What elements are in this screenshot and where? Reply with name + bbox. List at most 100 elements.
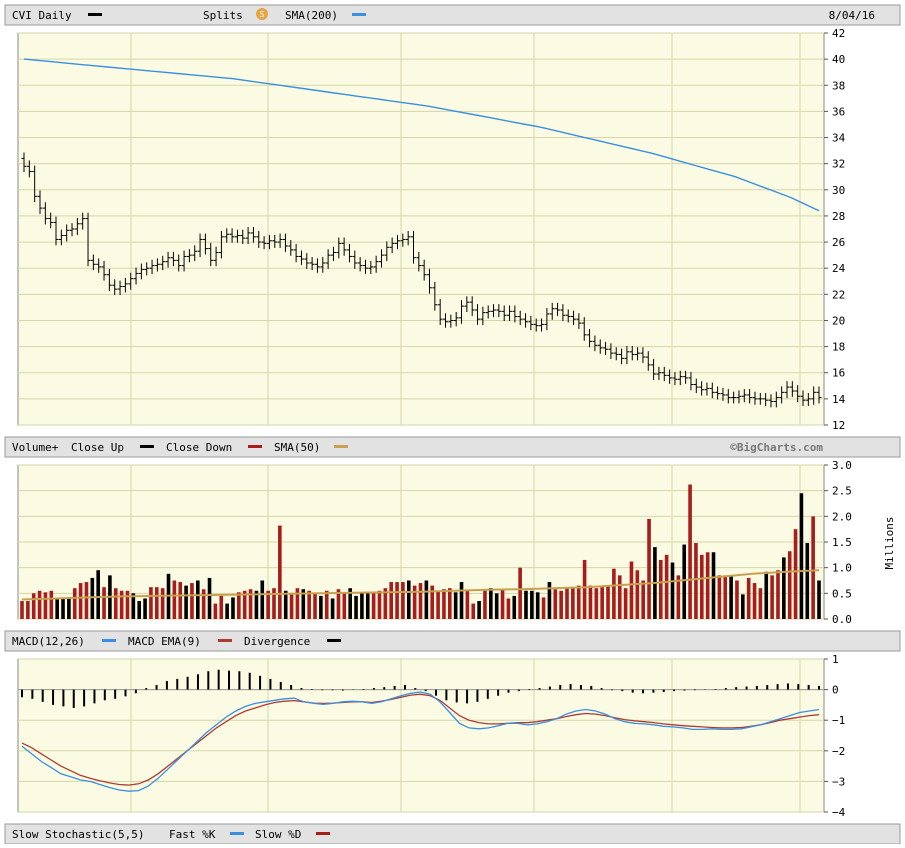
macd-ytick-label: −3 bbox=[832, 775, 845, 788]
volume-bar-down bbox=[553, 589, 558, 619]
close-up-label: Close Up bbox=[71, 441, 124, 454]
price-ytick-label: 22 bbox=[832, 288, 845, 301]
vol-sma-legend-swatch bbox=[334, 445, 348, 448]
volume-bar-down bbox=[154, 587, 159, 619]
volume-bar-down bbox=[576, 585, 581, 619]
volume-header-bar bbox=[4, 436, 901, 458]
price-ytick-label: 20 bbox=[832, 314, 845, 327]
splits-label: Splits bbox=[203, 9, 243, 22]
volume-bar-down bbox=[84, 582, 89, 619]
volume-bar-down bbox=[383, 588, 388, 619]
price-ytick-label: 40 bbox=[832, 53, 845, 66]
macd-ema-legend-swatch bbox=[218, 639, 232, 642]
volume-ytick-label: 1.5 bbox=[832, 536, 852, 549]
volume-bar-down bbox=[190, 583, 194, 619]
volume-bar-up bbox=[424, 580, 429, 619]
volume-bar-down bbox=[342, 592, 347, 619]
volume-bar-down bbox=[43, 592, 48, 619]
price-ytick-label: 36 bbox=[832, 105, 845, 118]
volume-bar-up bbox=[741, 594, 745, 619]
macd-ytick-label: 0 bbox=[832, 684, 839, 697]
volume-bar-down bbox=[289, 593, 294, 619]
bigcharts-credit[interactable]: ©BigCharts.com bbox=[730, 441, 823, 454]
volume-bar-down bbox=[483, 590, 487, 619]
price-header-bar bbox=[4, 4, 901, 26]
volume-bar-down bbox=[125, 590, 130, 619]
price-ytick-label: 26 bbox=[832, 236, 845, 249]
volume-bar-down bbox=[518, 567, 522, 619]
volume-bar-down bbox=[699, 554, 704, 619]
volume-bar-down bbox=[395, 582, 399, 619]
volume-bar-down bbox=[606, 585, 610, 619]
volume-bar-down bbox=[694, 543, 698, 619]
volume-bar-down bbox=[78, 583, 83, 619]
volume-bar-down bbox=[623, 588, 628, 619]
volume-bar-up bbox=[319, 595, 323, 619]
price-ytick-label: 38 bbox=[832, 79, 845, 92]
volume-bar-down bbox=[324, 590, 329, 619]
macd-ytick-label: 1 bbox=[832, 653, 839, 666]
vol-sma-label: SMA(50) bbox=[274, 441, 320, 454]
volume-bar-down bbox=[295, 588, 300, 619]
volume-bar-up bbox=[196, 580, 200, 619]
macd-ytick-label: −4 bbox=[832, 806, 846, 819]
splits-badge-icon[interactable] bbox=[256, 8, 268, 20]
volume-ytick-label: 2.0 bbox=[832, 510, 852, 523]
volume-bar-up bbox=[330, 598, 335, 619]
volume-bar-down bbox=[617, 575, 622, 619]
volume-bar-down bbox=[664, 554, 669, 619]
volume-bar-up bbox=[96, 570, 100, 619]
volume-bar-up bbox=[137, 601, 142, 619]
divergence-label: Divergence bbox=[244, 635, 310, 648]
splits-badge-letter: S bbox=[260, 10, 265, 19]
volume-bar-up bbox=[524, 590, 528, 619]
volume-bar-down bbox=[418, 583, 423, 619]
volume-bar-up bbox=[477, 601, 481, 619]
volume-bar-down bbox=[571, 587, 575, 619]
volume-ytick-label: 1.0 bbox=[832, 562, 852, 575]
price-background bbox=[17, 32, 825, 426]
volume-bar-down bbox=[705, 552, 710, 619]
volume-bar-down bbox=[588, 585, 593, 619]
fast-k-label: Fast %K bbox=[169, 828, 216, 841]
volume-bar-down bbox=[811, 516, 815, 619]
volume-bar-down bbox=[401, 582, 405, 619]
volume-bar-up bbox=[260, 580, 265, 619]
volume-bar-down bbox=[248, 589, 253, 619]
volume-bar-down bbox=[629, 561, 634, 619]
volume-bar-down bbox=[72, 588, 77, 619]
volume-bar-down bbox=[213, 603, 218, 619]
volume-bar-down bbox=[752, 583, 757, 619]
volume-bar-down bbox=[506, 598, 511, 619]
volume-bar-up bbox=[764, 571, 769, 619]
divergence-legend-swatch bbox=[327, 639, 341, 642]
volume-bar-down bbox=[541, 597, 546, 619]
volume-bar-up bbox=[782, 557, 786, 619]
symbol-legend-swatch bbox=[88, 13, 102, 16]
volume-bar-up bbox=[670, 562, 675, 619]
volume-bar-down bbox=[371, 593, 376, 619]
volume-bar-down bbox=[113, 588, 118, 619]
price-ytick-label: 32 bbox=[832, 158, 845, 171]
volume-bar-up bbox=[354, 595, 358, 619]
volume-bar-down bbox=[776, 570, 780, 619]
volume-panel: 0.0 0.5 1.0 1.5 2.0 2.5 3.0 bbox=[17, 459, 852, 626]
volume-unit-label: Millions bbox=[883, 517, 896, 570]
volume-bar-down bbox=[735, 580, 739, 619]
volume-bar-up bbox=[365, 592, 370, 619]
macd-ytick-label: −2 bbox=[832, 745, 845, 758]
volume-bar-down bbox=[336, 589, 341, 619]
volume-bar-down bbox=[20, 601, 24, 619]
volume-bar-up bbox=[530, 590, 534, 619]
volume-bar-up bbox=[494, 593, 499, 619]
volume-bar-down bbox=[242, 590, 247, 619]
price-ytick-label: 16 bbox=[832, 367, 845, 380]
volume-bar-up bbox=[61, 598, 65, 619]
macd-panel: −4 −3 −2 −1 0 1 bbox=[17, 653, 846, 819]
volume-bar-down bbox=[688, 484, 692, 619]
volume-bar-up bbox=[301, 589, 306, 619]
volume-bar-up bbox=[360, 593, 364, 619]
volume-bar-up bbox=[283, 590, 288, 619]
